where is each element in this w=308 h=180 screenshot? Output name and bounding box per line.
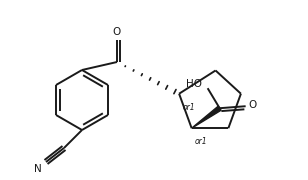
Text: HO: HO — [186, 79, 202, 89]
Text: or1: or1 — [195, 137, 207, 146]
Text: O: O — [249, 100, 257, 110]
Text: N: N — [34, 164, 42, 174]
Polygon shape — [192, 106, 221, 128]
Text: or1: or1 — [183, 103, 196, 112]
Text: O: O — [113, 27, 121, 37]
